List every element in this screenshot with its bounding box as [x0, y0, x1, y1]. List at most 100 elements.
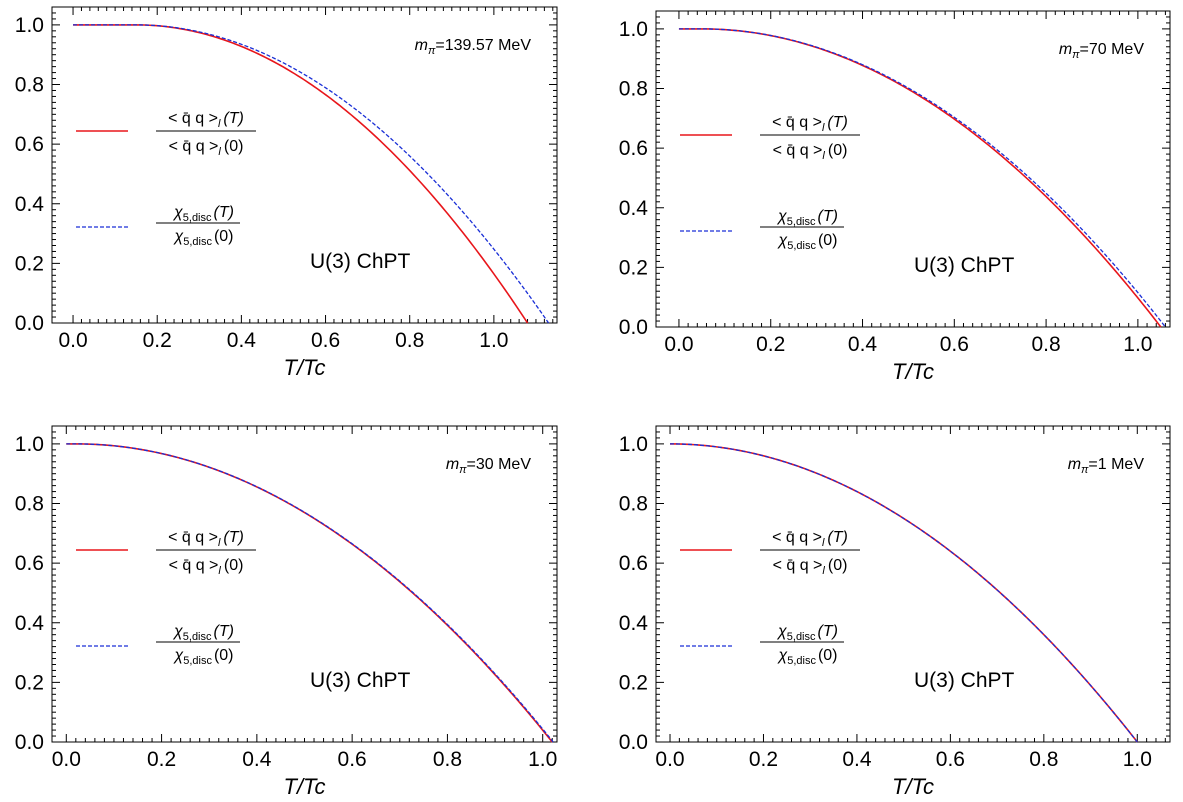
chiral-arg-0: (0) [224, 138, 244, 155]
y-tick-label: 1.0 [619, 433, 648, 456]
chiral-arg-T: (T) [827, 114, 847, 131]
y-tick-label: 0.0 [15, 312, 44, 335]
chi-arg-0: (0) [818, 232, 838, 249]
legend-chi5-numerator: χ5,disc (T) [172, 623, 234, 643]
series-line-chiral-condensate [670, 443, 1138, 743]
mass-subscript: π [1072, 49, 1080, 61]
chiral-bracket: < q̄ q > [168, 529, 218, 546]
model-label: U(3) ChPT [310, 250, 411, 273]
y-tick-label: 0.2 [619, 256, 648, 279]
chi-symbol: χ [776, 208, 787, 225]
chiral-subscript: l [218, 537, 221, 549]
x-tick-label: 0.0 [52, 748, 81, 771]
chiral-subscript: l [822, 537, 825, 549]
chi-symbol: χ [172, 623, 183, 640]
mass-symbol: m [1068, 456, 1081, 473]
y-tick-label: 0.4 [15, 193, 45, 216]
chi-arg-T: (T) [214, 623, 234, 640]
chiral-subscript: l [218, 146, 221, 158]
chiral-subscript: l [218, 118, 221, 130]
legend: < q̄ q >l (T)< q̄ q >l (0)χ5,disc (T)χ5,dis… [76, 529, 256, 667]
x-tick-label: 0.4 [227, 329, 257, 352]
x-tick-label: 0.0 [655, 748, 684, 771]
series-line-chiral-condensate [678, 28, 1162, 328]
x-tick-label: 0.8 [1029, 748, 1058, 771]
chart-panel-1: 0.0 0.2 0.4 0.6 0.8 1.0 0.0 0.2 0.4 0.6 0.8 1.0 T/Tc… [15, 6, 558, 380]
axis-ticks [656, 425, 1170, 743]
y-tick-label: 0.4 [619, 612, 649, 635]
chiral-bracket: < q̄ q > [169, 557, 219, 574]
mass-subscript: π [1081, 464, 1089, 476]
mass-symbol: m [415, 37, 428, 54]
x-tick-label: 0.2 [147, 748, 176, 771]
legend-chiral-numerator: < q̄ q >l (T) [168, 110, 244, 130]
x-tick-label: 1.0 [1123, 333, 1152, 356]
chiral-subscript: l [218, 565, 221, 577]
legend-chi5-denominator: χ5,disc (0) [172, 647, 233, 667]
chi-symbol: χ [776, 232, 787, 249]
legend-chiral-numerator: < q̄ q >l (T) [772, 114, 848, 134]
x-tick-label: 0.4 [848, 333, 878, 356]
x-tick-label: 0.6 [936, 748, 965, 771]
legend-chiral-denominator: < q̄ q >l (0) [169, 138, 244, 158]
x-tick-label: 0.0 [664, 333, 693, 356]
model-label: U(3) ChPT [310, 669, 411, 692]
y-tick-label: 0.4 [15, 612, 45, 635]
chi-subscript: 5,disc [183, 631, 212, 643]
model-label: U(3) ChPT [914, 669, 1015, 692]
legend-chi5-numerator: χ5,disc (T) [776, 208, 838, 228]
mass-value: =30 MeV [467, 456, 532, 473]
y-tick-label: 0.2 [619, 671, 648, 694]
x-tick-label: 1.0 [528, 748, 557, 771]
x-tick-label: 1.0 [479, 329, 508, 352]
legend-chi5-numerator: χ5,disc (T) [776, 623, 838, 643]
chiral-subscript: l [822, 565, 825, 577]
x-tick-label: 0.6 [338, 748, 367, 771]
chi-arg-0: (0) [214, 647, 234, 664]
chiral-arg-0: (0) [828, 557, 848, 574]
y-tick-label: 0.6 [619, 552, 648, 575]
chi-arg-0: (0) [818, 647, 838, 664]
y-tick-label: 0.6 [619, 137, 648, 160]
y-tick-label: 0.8 [15, 74, 44, 97]
chiral-arg-0: (0) [828, 142, 848, 159]
legend: < q̄ q >l (T)< q̄ q >l (0)χ5,disc (T)χ5,dis… [680, 114, 860, 252]
x-tick-label: 1.0 [1123, 748, 1152, 771]
chiral-arg-T: (T) [223, 110, 243, 127]
chiral-bracket: < q̄ q > [773, 557, 823, 574]
x-tick-label: 0.4 [242, 748, 272, 771]
legend-chiral-denominator: < q̄ q >l (0) [773, 142, 848, 162]
x-tick-label: 0.8 [1031, 333, 1060, 356]
mass-symbol: m [1059, 41, 1072, 58]
y-tick-label: 0.2 [15, 252, 44, 275]
chi-symbol: χ [172, 647, 183, 664]
chart-panel-3: 0.0 0.2 0.4 0.6 0.8 1.0 0.0 0.2 0.4 0.6 0.8 1.0 T/Tc… [15, 425, 558, 799]
chiral-bracket: < q̄ q > [169, 138, 219, 155]
series-line-chi5-disc [73, 24, 550, 324]
legend: < q̄ q >l (T)< q̄ q >l (0)χ5,disc (T)χ5,dis… [680, 529, 860, 667]
y-tick-label: 0.0 [15, 731, 44, 754]
pion-mass-label: mπ=70 MeV [1059, 41, 1145, 61]
chi-symbol: χ [172, 204, 183, 221]
chi-subscript: 5,disc [183, 212, 212, 224]
chi-arg-T: (T) [214, 204, 234, 221]
chiral-bracket: < q̄ q > [772, 529, 822, 546]
x-tick-label: 0.6 [311, 329, 340, 352]
y-tick-label: 0.8 [15, 493, 44, 516]
chi-subscript: 5,disc [183, 655, 212, 667]
y-tick-label: 0.6 [15, 552, 44, 575]
y-tick-label: 0.6 [15, 133, 44, 156]
chiral-arg-0: (0) [224, 557, 244, 574]
axis-ticks [52, 425, 557, 743]
x-tick-label: 0.4 [842, 748, 872, 771]
y-tick-label: 0.8 [619, 493, 648, 516]
legend-chi5-denominator: χ5,disc (0) [776, 647, 837, 667]
mass-subscript: π [428, 45, 436, 57]
x-tick-label: 0.8 [395, 329, 424, 352]
series-line-chi5-disc [66, 443, 554, 743]
series-line-chi5-disc [678, 28, 1166, 328]
legend-chiral-numerator: < q̄ q >l (T) [772, 529, 848, 549]
plot-frame [51, 425, 558, 743]
legend-chiral-denominator: < q̄ q >l (0) [169, 557, 244, 577]
y-tick-label: 0.8 [619, 78, 648, 101]
